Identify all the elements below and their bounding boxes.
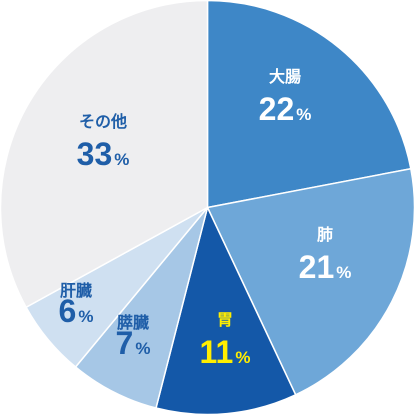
slice-value-label: 33% bbox=[77, 136, 130, 172]
pie-slice-1 bbox=[206, 167, 415, 396]
slice-name-label: 肝臓 bbox=[60, 281, 92, 300]
pie-slice-5 bbox=[0, 0, 209, 309]
slice-name-label: 膵臓 bbox=[117, 313, 149, 332]
slice-name-label: 胃 bbox=[217, 310, 233, 329]
slice-name-label: 大腸 bbox=[269, 67, 301, 86]
slice-value-label: 6% bbox=[59, 293, 94, 329]
pie-slice-2 bbox=[155, 205, 297, 415]
slice-name-label: その他 bbox=[79, 112, 127, 131]
slice-value-label: 11% bbox=[200, 334, 251, 370]
slice-value-label: 21% bbox=[299, 249, 352, 285]
pie-slice-0 bbox=[206, 0, 412, 209]
slice-name-label: 肺 bbox=[317, 225, 333, 244]
slice-value-label: 22% bbox=[259, 91, 312, 127]
pie-labels: 大腸 22 % 肺 21 % 胃 11 % 膵臓7 % 肝臓6 % その他 33% bbox=[59, 67, 352, 370]
slice-value-label: 7% bbox=[116, 325, 151, 361]
